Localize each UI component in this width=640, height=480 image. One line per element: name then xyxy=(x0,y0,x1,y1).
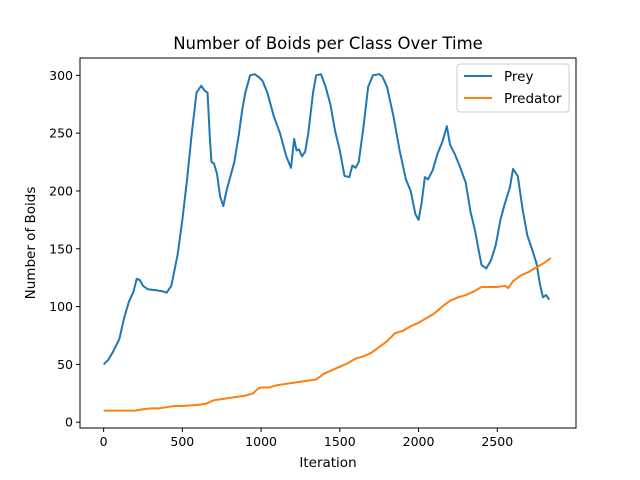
x-tick-label: 0 xyxy=(100,434,108,449)
y-tick-label: 0 xyxy=(65,415,73,430)
legend: Prey Predator xyxy=(456,63,570,113)
x-tick-label: 2500 xyxy=(481,434,513,449)
y-tick-label: 50 xyxy=(57,357,73,372)
chart-title: Number of Boids per Class Over Time xyxy=(173,34,483,53)
x-axis-ticks: 0 500 1000 1500 2000 2500 xyxy=(100,428,513,449)
legend-label-prey: Prey xyxy=(504,69,533,85)
y-tick-label: 150 xyxy=(49,241,73,256)
x-tick-label: 1000 xyxy=(245,434,277,449)
series-layer xyxy=(102,73,552,412)
y-tick-label: 200 xyxy=(49,183,73,198)
legend-label-predator: Predator xyxy=(504,91,562,107)
x-axis-label: Iteration xyxy=(299,455,356,471)
y-tick-label: 250 xyxy=(49,126,73,141)
y-axis-ticks: 0 50 100 150 200 250 300 xyxy=(49,68,80,430)
y-axis-label: Number of Boids xyxy=(23,187,39,300)
x-tick-label: 500 xyxy=(170,434,194,449)
y-tick-label: 100 xyxy=(49,299,73,314)
series-line-predator xyxy=(103,257,552,412)
series-line-prey xyxy=(102,73,551,366)
y-tick-label: 300 xyxy=(49,68,73,83)
x-tick-label: 1500 xyxy=(324,434,356,449)
x-tick-label: 2000 xyxy=(403,434,435,449)
plot-area-frame xyxy=(79,57,577,429)
